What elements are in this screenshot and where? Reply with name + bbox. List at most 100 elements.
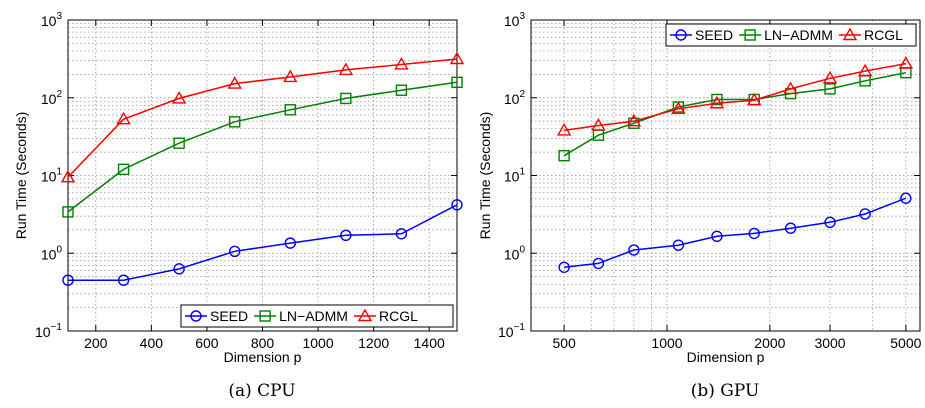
legend-label: RCGL xyxy=(864,27,903,43)
data-point xyxy=(900,192,912,204)
x-tick-label: 1200 xyxy=(358,335,389,351)
y-axis-label: Run Time (Seconds) xyxy=(477,112,493,240)
data-point xyxy=(227,76,242,89)
data-point xyxy=(671,101,686,115)
data-point xyxy=(171,91,187,104)
series-triangle xyxy=(556,56,914,136)
series-line xyxy=(68,204,458,281)
y-tick-label: 101 xyxy=(504,167,526,185)
chart-gpu: 10−1 100 101 102 103 500 1000 2000 3000 5000 Dimen… xyxy=(477,11,922,401)
data-point xyxy=(824,216,836,229)
legend: SEED LN−ADMM RCGL xyxy=(665,23,917,47)
x-tick-label: 400 xyxy=(140,335,164,351)
data-point xyxy=(173,263,185,275)
series-line xyxy=(563,62,907,132)
plot-area xyxy=(531,20,920,331)
y-tick-label: 103 xyxy=(504,11,526,29)
data-point xyxy=(117,163,130,176)
data-point xyxy=(558,261,570,273)
series-circle xyxy=(558,192,912,273)
data-point xyxy=(451,199,463,211)
x-tick-label: 800 xyxy=(251,335,275,351)
y-tick-label: 101 xyxy=(41,167,63,185)
data-point xyxy=(395,84,408,96)
x-tick-label: 1000 xyxy=(651,335,682,351)
x-tick-label: 600 xyxy=(195,335,219,351)
data-point xyxy=(117,274,130,286)
legend-item-circle: SEED xyxy=(185,308,248,324)
series-line xyxy=(67,81,458,213)
series-line xyxy=(67,58,458,178)
legend-marker xyxy=(675,29,687,41)
y-tick-label: 103 xyxy=(41,11,63,29)
data-point xyxy=(709,95,725,109)
y-tick-label: 102 xyxy=(41,89,63,107)
data-point xyxy=(822,70,838,84)
x-tick-label: 5000 xyxy=(890,335,921,351)
series-triangle xyxy=(60,51,465,183)
legend-label: SEED xyxy=(210,308,248,324)
data-point xyxy=(784,222,797,234)
data-point xyxy=(711,93,723,106)
data-point xyxy=(340,229,352,242)
data-point xyxy=(591,118,606,131)
chart-caption: (b) GPU xyxy=(691,381,760,401)
x-tick-label: 3000 xyxy=(814,335,845,351)
x-axis-label: Dimension p xyxy=(224,349,302,365)
legend: SEED LN−ADMM RCGL xyxy=(180,304,454,328)
y-tick-label: 10−1 xyxy=(498,322,525,340)
legend-label: LN−ADMM xyxy=(279,308,348,324)
data-point xyxy=(626,113,642,127)
y-tick-label: 100 xyxy=(41,244,63,262)
data-point xyxy=(62,274,74,286)
data-point xyxy=(116,111,131,125)
legend-label: SEED xyxy=(695,27,733,43)
data-point xyxy=(857,63,873,77)
data-point xyxy=(711,230,723,243)
data-point xyxy=(229,116,241,128)
data-point xyxy=(747,92,762,106)
data-point xyxy=(748,227,760,240)
data-point xyxy=(628,244,640,256)
y-tick-label: 100 xyxy=(504,244,526,262)
data-point xyxy=(449,51,465,65)
data-point xyxy=(229,245,241,257)
data-point xyxy=(284,104,296,116)
grid xyxy=(68,20,457,332)
x-tick-label: 500 xyxy=(552,335,576,351)
series-line xyxy=(563,71,907,157)
legend-item-circle: SEED xyxy=(670,27,733,43)
legend-marker xyxy=(357,308,373,322)
legend-box xyxy=(665,23,917,47)
data-point xyxy=(592,257,605,270)
data-point xyxy=(60,169,76,183)
x-tick-label: 200 xyxy=(84,335,108,351)
chart-cpu: 10−1 100 101 102 103 200 400 600 800 1000 1200 1400… xyxy=(13,11,465,401)
series-square xyxy=(62,76,463,218)
y-tick-label: 102 xyxy=(504,89,526,107)
legend-label: RCGL xyxy=(379,308,418,324)
data-point xyxy=(340,92,352,105)
legend-marker xyxy=(842,27,858,41)
legend-marker xyxy=(190,310,202,322)
data-point xyxy=(783,81,798,95)
legend-label: LN−ADMM xyxy=(764,27,833,43)
series-line xyxy=(564,197,907,269)
data-point xyxy=(283,69,298,83)
data-point xyxy=(394,57,409,70)
y-tick-label: 10−1 xyxy=(35,322,62,340)
legend-item-triangle: RCGL xyxy=(353,308,418,324)
series-circle xyxy=(62,199,463,286)
chart-caption: (a) CPU xyxy=(228,381,295,401)
data-point xyxy=(824,83,836,95)
y-axis-label: Run Time (Seconds) xyxy=(13,112,29,240)
x-tick-label: 2000 xyxy=(754,335,785,351)
data-point xyxy=(173,137,185,149)
x-tick-label: 1000 xyxy=(302,335,333,351)
legend-marker xyxy=(744,29,756,41)
legend-marker xyxy=(259,310,271,322)
data-point xyxy=(859,208,871,220)
legend-item-square: LN−ADMM xyxy=(739,27,833,43)
legend-item-triangle: RCGL xyxy=(838,27,903,43)
x-axis-label: Dimension p xyxy=(687,349,765,365)
